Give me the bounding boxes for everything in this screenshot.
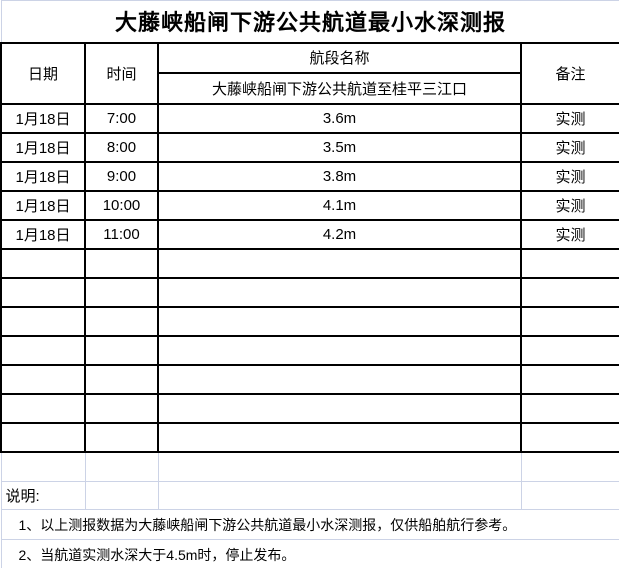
table-row: 1月18日 10:00 4.1m 实测	[0, 189, 619, 221]
col-header-date: 日期	[0, 41, 86, 105]
cell-remark: 实测	[519, 131, 619, 163]
cell-date: 1月18日	[0, 102, 86, 134]
empty-row	[0, 305, 619, 337]
empty-row	[0, 334, 619, 366]
empty-row	[0, 363, 619, 395]
notes-label-row: 说明:	[0, 481, 619, 510]
empty-row	[0, 392, 619, 424]
cell-time: 10:00	[84, 189, 159, 221]
table-row: 1月18日 11:00 4.2m 实测	[0, 218, 619, 250]
cell-remark: 实测	[519, 218, 619, 250]
col-header-time: 时间	[84, 41, 159, 105]
cell-remark: 实测	[519, 102, 619, 134]
cell-depth: 3.5m	[157, 131, 522, 163]
note-2: 2、当航道实测水深大于4.5m时，停止发布。	[0, 539, 619, 568]
notes-label: 说明:	[0, 481, 86, 510]
cell-depth: 3.8m	[157, 160, 522, 192]
cell-date: 1月18日	[0, 218, 86, 250]
note-1: 1、以上测报数据为大藤峡船闸下游公共航道最小水深测报，仅供船舶航行参考。	[0, 509, 619, 540]
page-title: 大藤峡船闸下游公共航道最小水深测报	[0, 0, 619, 44]
empty-row	[0, 247, 619, 279]
cell-time: 8:00	[84, 131, 159, 163]
note-row: 2、当航道实测水深大于4.5m时，停止发布。	[0, 539, 619, 568]
table-row: 1月18日 8:00 3.5m 实测	[0, 131, 619, 163]
col-header-section: 航段名称	[157, 41, 522, 74]
cell-depth: 3.6m	[157, 102, 522, 134]
empty-row	[0, 276, 619, 308]
section-name: 大藤峡船闸下游公共航道至桂平三江口	[157, 71, 522, 105]
cell-time: 9:00	[84, 160, 159, 192]
cell-date: 1月18日	[0, 189, 86, 221]
cell-depth: 4.2m	[157, 218, 522, 250]
table-row: 1月18日 7:00 3.6m 实测	[0, 102, 619, 134]
cell-depth: 4.1m	[157, 189, 522, 221]
note-row: 1、以上测报数据为大藤峡船闸下游公共航道最小水深测报，仅供船舶航行参考。	[0, 509, 619, 540]
gridline-empty-row	[0, 451, 619, 482]
cell-time: 11:00	[84, 218, 159, 250]
cell-date: 1月18日	[0, 160, 86, 192]
table-row: 1月18日 9:00 3.8m 实测	[0, 160, 619, 192]
cell-time: 7:00	[84, 102, 159, 134]
cell-date: 1月18日	[0, 131, 86, 163]
cell-remark: 实测	[519, 160, 619, 192]
cell-remark: 实测	[519, 189, 619, 221]
col-header-remark: 备注	[519, 41, 619, 105]
empty-row	[0, 421, 619, 453]
